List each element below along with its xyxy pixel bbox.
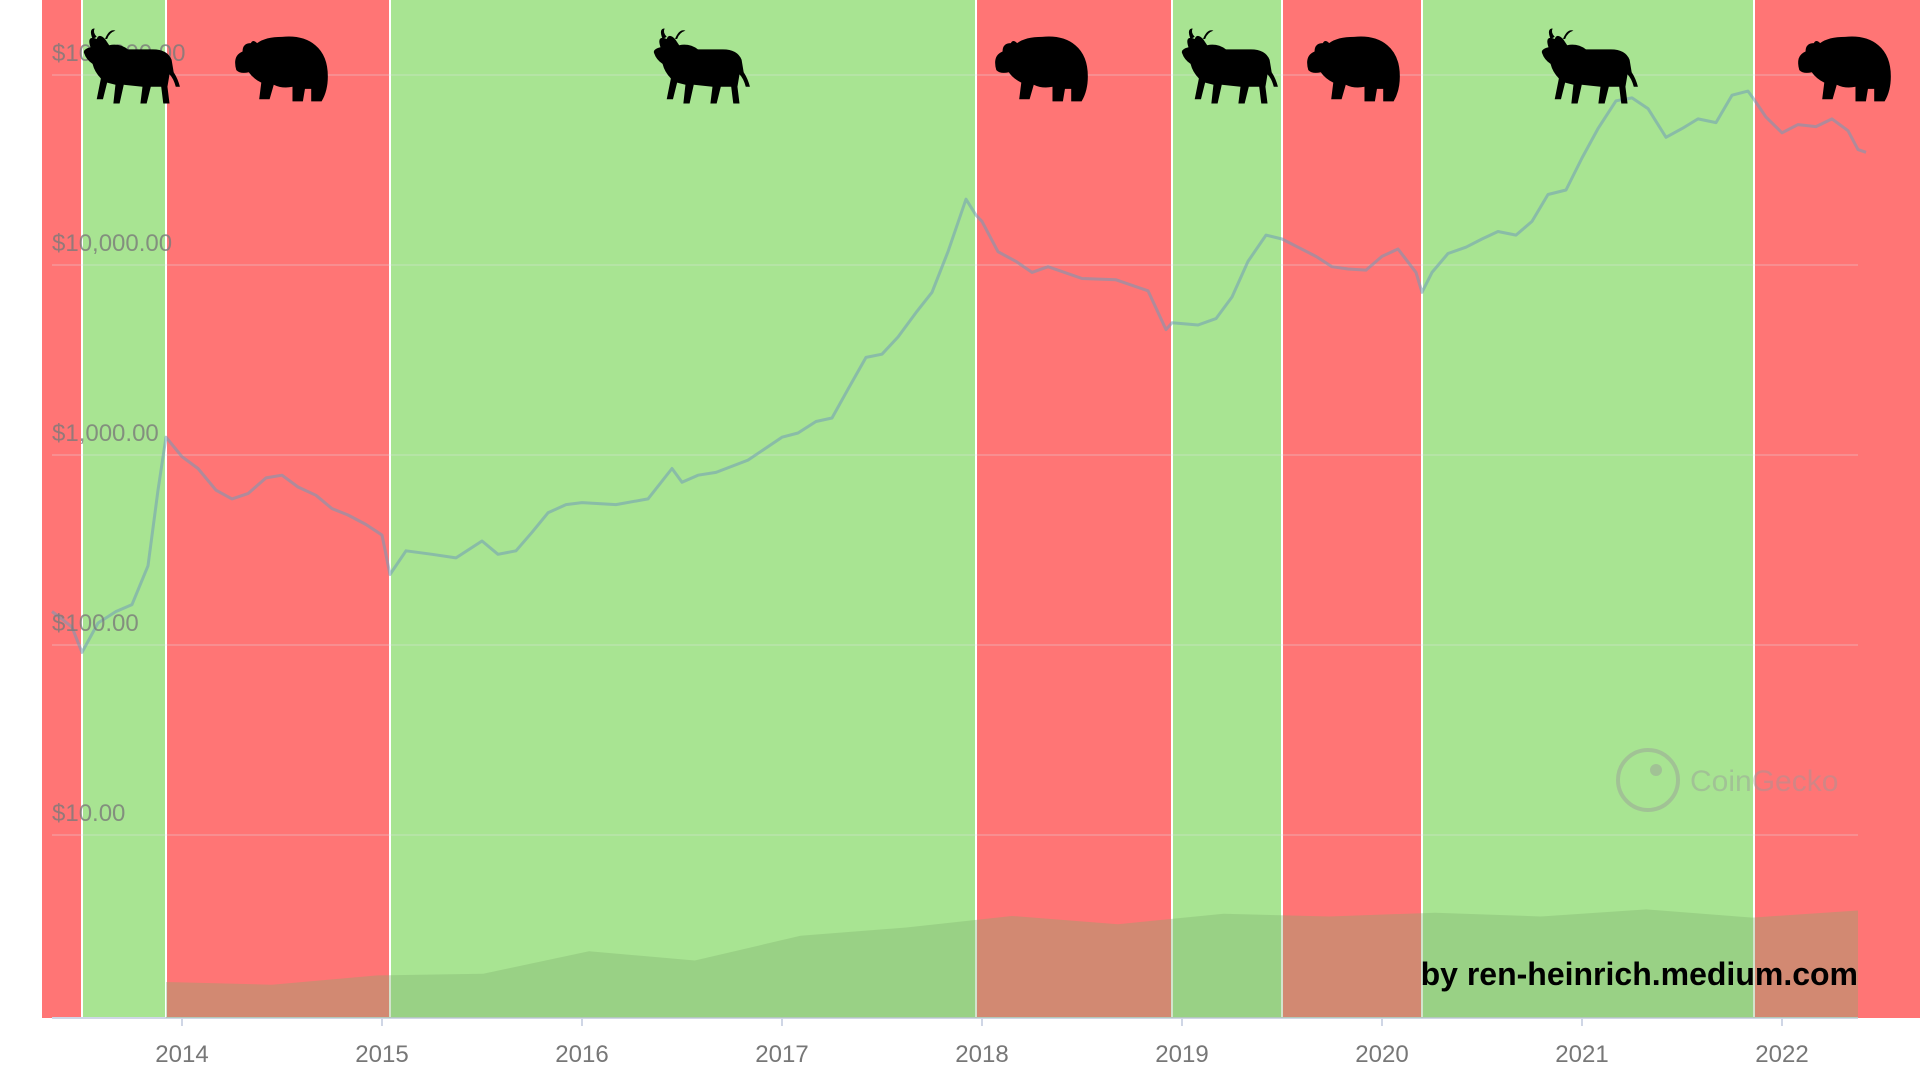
x-tick-label: 2014 <box>155 1041 208 1068</box>
y-tick-label: $10.00 <box>52 800 125 827</box>
x-tick-label: 2015 <box>355 1041 408 1068</box>
market-phase-bands <box>42 0 1920 1018</box>
bear-phase-band <box>1282 0 1422 1018</box>
x-tick-label: 2019 <box>1155 1041 1208 1068</box>
credit-text: by ren-heinrich.medium.com <box>1421 956 1858 992</box>
y-tick-label: $10,000.00 <box>52 230 172 257</box>
x-tick-label: 2021 <box>1555 1041 1608 1068</box>
y-tick-label: $100.00 <box>52 610 139 637</box>
price-line-series <box>51 89 1867 654</box>
x-tick-label: 2018 <box>955 1041 1008 1068</box>
bull-phase-band <box>82 0 166 1018</box>
watermark-text: CoinGecko <box>1690 765 1838 798</box>
volume-area-shape <box>166 909 1858 1018</box>
coingecko-watermark: CoinGecko <box>1616 748 1838 812</box>
bull-phase-band <box>390 0 976 1018</box>
x-tick-label: 2020 <box>1355 1041 1408 1068</box>
bull-phase-band <box>1172 0 1282 1018</box>
x-axis-ticks: 2014 2015 2016 2017 2018 2019 2020 2021 2022 <box>155 1018 1809 1068</box>
bear-phase-band <box>42 0 82 1018</box>
volume-area <box>166 909 1858 1018</box>
bear-phase-band <box>166 0 390 1018</box>
bear-phase-band <box>976 0 1172 1018</box>
gecko-eye-icon <box>1650 764 1662 776</box>
x-tick-label: 2022 <box>1755 1041 1808 1068</box>
bull-phase-band <box>1422 0 1754 1018</box>
x-tick-label: 2016 <box>555 1041 608 1068</box>
bear-phase-band <box>1754 0 1920 1018</box>
price-line <box>51 89 1867 654</box>
gecko-logo-icon <box>1616 748 1680 812</box>
x-tick-label: 2017 <box>755 1041 808 1068</box>
y-tick-label: $1,000.00 <box>52 420 159 447</box>
